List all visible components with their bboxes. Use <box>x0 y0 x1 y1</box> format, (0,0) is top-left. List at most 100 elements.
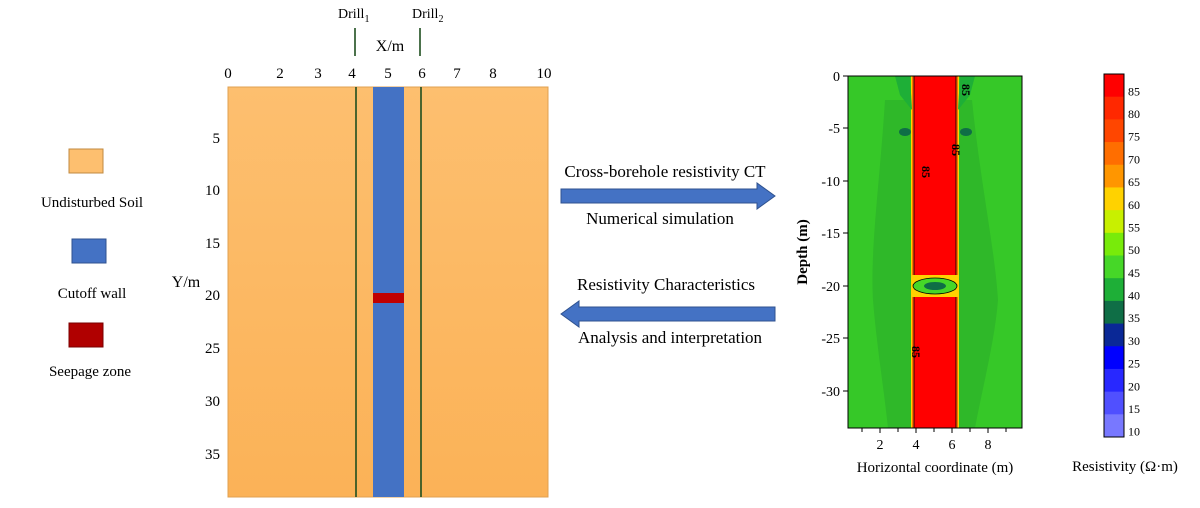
colorbar-cell <box>1104 232 1124 256</box>
model-y-tick: 35 <box>205 447 220 463</box>
inversion-y-tick: -25 <box>821 332 840 347</box>
inversion-y-tick: 0 <box>833 70 840 85</box>
colorbar-cell <box>1104 346 1124 370</box>
inversion-x-axis-label: Horizontal coordinate (m) <box>857 460 1014 476</box>
colorbar-tick-label: 10 <box>1128 425 1140 439</box>
model-panel: Drill1 Drill2 X/m Y/m 0 2 3 4 5 6 7 8 10… <box>172 7 552 498</box>
inversion-y-tick: -5 <box>828 122 840 137</box>
colorbar-tick-label: 75 <box>1128 130 1140 144</box>
colorbar-tick-label: 40 <box>1128 289 1140 303</box>
inversion-x-tickmarks <box>861 428 1007 433</box>
forward-arrow-top-label: Cross-borehole resistivity CT <box>564 162 766 181</box>
inversion-y-tick: -15 <box>821 227 840 242</box>
inversion-top-wedge-left <box>895 76 912 110</box>
inversion-contour-labels: 85 85 85 85 <box>909 84 973 358</box>
inversion-y-tick: -20 <box>821 280 840 295</box>
colorbar-cell <box>1104 187 1124 211</box>
colorbar-cell <box>1104 278 1124 302</box>
legend-swatch-seepage <box>68 322 104 348</box>
colorbar-tick-label: 65 <box>1128 175 1140 189</box>
colorbar-cell <box>1104 74 1124 98</box>
forward-arrow <box>560 182 776 210</box>
colorbar-cell <box>1104 368 1124 393</box>
inversion-anomaly-inner <box>924 282 946 290</box>
colorbar-tick-label: 30 <box>1128 334 1140 348</box>
inversion-panel: 85 85 85 85 2 4 6 8 0 -5 -10 -15 -20 -25… <box>795 70 1023 476</box>
model-x-tick: 6 <box>418 66 426 82</box>
legend-swatch-wall <box>71 238 107 264</box>
colorbar-cell <box>1104 164 1124 188</box>
model-y-axis-label: Y/m <box>172 274 201 291</box>
colorbar-tick-label: 20 <box>1128 379 1140 393</box>
inversion-y-tick: -10 <box>821 175 840 190</box>
drill-2-label: Drill2 <box>412 7 443 25</box>
colorbar-cells <box>1104 74 1124 438</box>
model-y-tick: 25 <box>205 341 220 357</box>
inversion-x-tick: 6 <box>949 438 956 453</box>
inversion-spot-left <box>899 128 911 136</box>
colorbar-cell <box>1104 255 1124 279</box>
model-y-ticks: 5 10 15 20 25 30 35 <box>205 131 220 463</box>
model-x-tick: 7 <box>453 66 461 82</box>
inversion-x-ticks: 2 4 6 8 <box>877 438 992 453</box>
colorbar-tick-label: 45 <box>1128 266 1140 280</box>
seepage-zone <box>373 293 404 303</box>
colorbar-tick-label: 80 <box>1128 107 1140 121</box>
inversion-y-axis-label: Depth (m) <box>795 219 811 284</box>
model-x-tick: 5 <box>384 66 392 82</box>
colorbar-cell <box>1104 414 1124 438</box>
inversion-y-tickmarks <box>843 75 848 392</box>
inversion-spot-right <box>960 128 972 136</box>
drill-1-label: Drill1 <box>338 7 369 25</box>
inversion-frame <box>847 75 1023 429</box>
inversion-top-wedge-right <box>958 76 975 110</box>
colorbar-tick-label: 60 <box>1128 198 1140 212</box>
model-x-tick: 2 <box>276 66 284 82</box>
colorbar-frame <box>1103 73 1125 438</box>
inversion-halo-right <box>955 100 998 428</box>
colorbar-tick-label: 85 <box>1128 84 1140 98</box>
colorbar: 85 80 75 70 65 60 55 50 45 40 35 30 25 20 15 10 Resisti… <box>1072 73 1178 475</box>
model-y-tick: 15 <box>205 236 220 252</box>
colorbar-tick-label: 15 <box>1128 402 1140 416</box>
colorbar-cell <box>1104 391 1124 415</box>
colorbar-tick-label: 25 <box>1128 357 1140 371</box>
colorbar-cell <box>1104 119 1124 143</box>
model-y-tick: 30 <box>205 394 220 410</box>
colorbar-cell <box>1104 96 1124 120</box>
backward-arrow-top-label: Resistivity Characteristics <box>577 275 755 294</box>
backward-arrow-bottom-label: Analysis and interpretation <box>578 328 763 347</box>
forward-arrow-bottom-label: Numerical simulation <box>586 209 734 228</box>
colorbar-tick-label: 55 <box>1128 220 1140 234</box>
inversion-x-tick: 8 <box>985 438 992 453</box>
inversion-wall-lower <box>913 295 957 429</box>
model-x-ticks: 0 2 3 4 5 6 7 8 10 <box>224 66 551 82</box>
inversion-x-tick: 2 <box>877 438 884 453</box>
model-x-tick: 4 <box>348 66 356 82</box>
colorbar-label: Resistivity (Ω·m) <box>1072 459 1178 475</box>
model-x-tick: 0 <box>224 66 232 82</box>
contour-label: 85 <box>919 166 933 178</box>
colorbar-labels: 85 80 75 70 65 60 55 50 45 40 35 30 25 20 15 10 <box>1128 84 1140 438</box>
colorbar-cell <box>1104 300 1124 324</box>
backward-arrow <box>560 300 776 328</box>
colorbar-tick-label: 50 <box>1128 243 1140 257</box>
model-x-axis-label: X/m <box>376 38 405 55</box>
legend-label-soil: Undisturbed Soil <box>41 195 143 211</box>
contour-label: 85 <box>949 144 963 156</box>
cutoff-wall <box>373 87 404 497</box>
model-x-tick: 3 <box>314 66 322 82</box>
model-y-tick: 20 <box>205 288 220 304</box>
inversion-y-tick: -30 <box>821 385 840 400</box>
model-y-tick: 10 <box>205 183 220 199</box>
inversion-y-ticks: 0 -5 -10 -15 -20 -25 -30 <box>821 70 840 400</box>
legend-label-wall: Cutoff wall <box>58 286 126 302</box>
legend-swatch-soil <box>68 148 104 174</box>
inversion-x-tick: 4 <box>913 438 920 453</box>
colorbar-cell <box>1104 323 1124 347</box>
colorbar-cell <box>1104 210 1124 234</box>
colorbar-cell <box>1104 142 1124 166</box>
legend-label-seepage: Seepage zone <box>49 364 131 380</box>
inversion-halo-left <box>872 100 912 428</box>
